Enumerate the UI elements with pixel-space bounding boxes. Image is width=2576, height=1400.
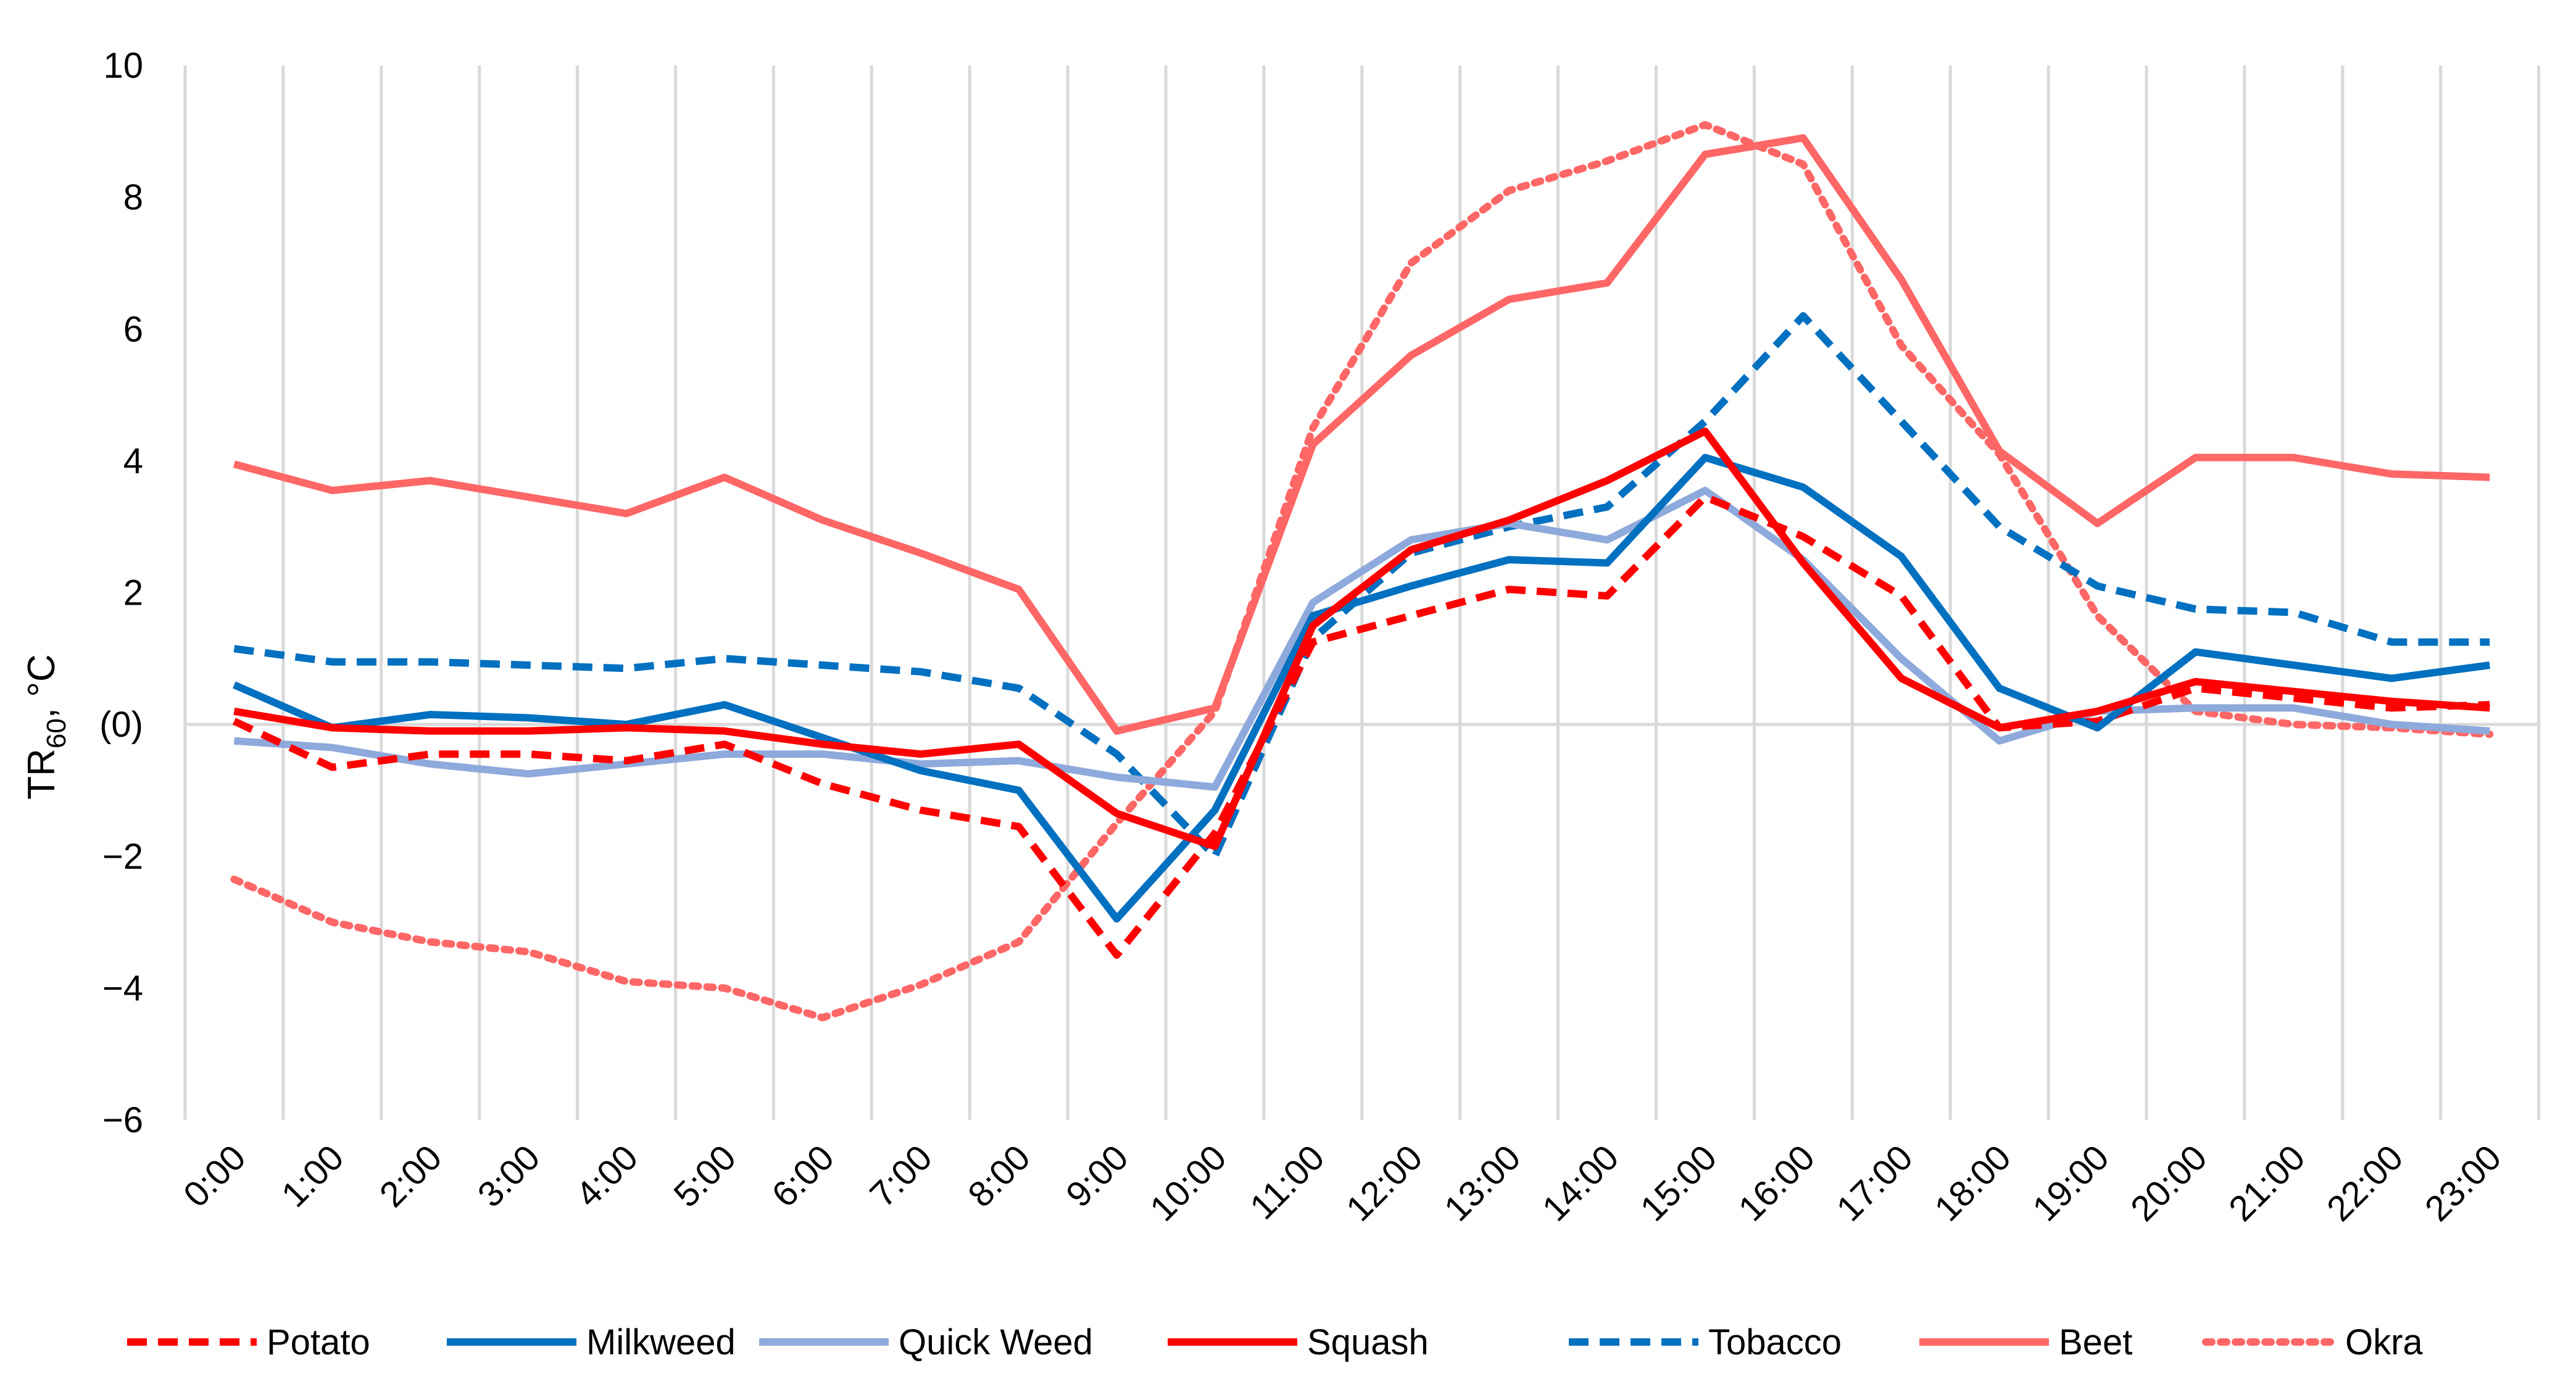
legend: Potato Milkweed Quick Weed Squash Tobacco Bee… (127, 1322, 2423, 1362)
y-tick-label: 2 (123, 573, 143, 613)
y-tick-label: (0) (99, 705, 143, 745)
y-tick-label: −6 (102, 1100, 143, 1140)
y-axis-label-base: TR (20, 748, 63, 800)
y-tick-label: −2 (102, 837, 143, 877)
y-axis-label: TR60, °C (20, 654, 72, 800)
legend-label: Squash (1307, 1322, 1429, 1362)
y-axis-label-unit: , °C (20, 654, 63, 718)
legend-label: Potato (267, 1322, 370, 1362)
series-line-tobacco (233, 312, 2490, 860)
y-tick-label: −4 (102, 968, 143, 1008)
series-line-okra (230, 121, 2494, 1022)
y-tick-label: 4 (123, 441, 143, 481)
y-tick-label: 8 (123, 178, 143, 218)
series-line-squash (233, 427, 2490, 850)
vertical-gridlines (183, 65, 2541, 1120)
y-axis-ticks: 10 8 6 4 2 (0) −2 −4 −6 (99, 46, 143, 1140)
legend-label: Milkweed (586, 1322, 736, 1362)
y-axis-label-subscript: 60 (41, 718, 72, 748)
series-lines (230, 121, 2494, 1022)
legend-label: Quick Weed (899, 1322, 1093, 1362)
y-tick-label: 6 (123, 309, 143, 349)
series-line-beet (233, 134, 2490, 735)
y-tick-label: 10 (103, 46, 143, 86)
legend-label: Tobacco (1708, 1322, 1842, 1362)
legend-label: Beet (2059, 1322, 2132, 1362)
legend-label: Okra (2345, 1322, 2423, 1362)
series-line-milkweed (232, 454, 2491, 923)
